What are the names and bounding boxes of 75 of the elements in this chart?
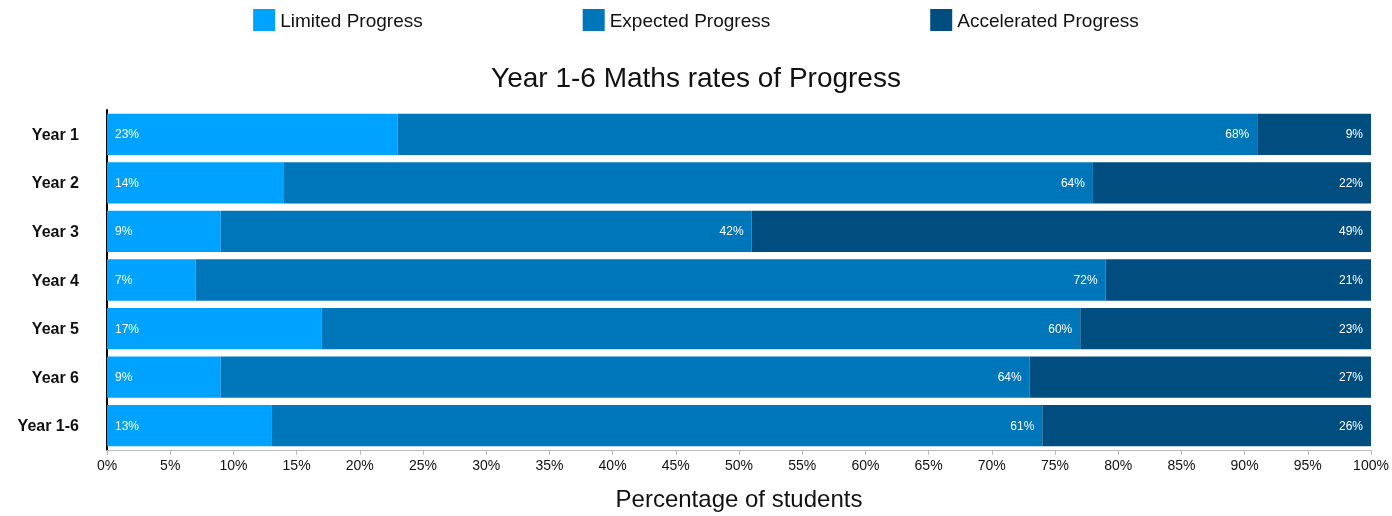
x-tick-label: 65% [914,457,943,473]
x-tick-label: 25% [408,457,438,473]
x-tick-label: 80% [1104,457,1133,473]
bar [107,113,398,155]
data-label: 14% [115,175,140,190]
x-tick-label: 85% [1167,457,1196,473]
data-label: 64% [997,370,1023,385]
bar [283,162,1093,204]
y-tick-label: Year 1-6 [17,417,80,435]
data-label: 68% [1225,127,1250,142]
bar [220,210,752,253]
bar [1042,405,1371,447]
x-tick-label: 20% [345,457,374,473]
x-tick-label: 40% [598,457,627,473]
x-tick-label: 90% [1230,457,1259,473]
y-tick-label: Year 2 [31,174,80,192]
x-tick-label: 50% [724,457,754,473]
x-tick-label: 10% [219,457,248,473]
data-label: 13% [115,418,140,433]
data-label: 72% [1073,273,1098,287]
bar [107,259,196,301]
data-label: 49% [1338,224,1364,239]
bar [1092,162,1371,204]
bar [1029,356,1371,398]
data-label: 23% [115,127,140,142]
data-label: 26% [1338,418,1364,433]
x-tick-label: 45% [661,457,690,473]
x-tick-label: 95% [1293,457,1322,473]
data-label: 22% [1338,175,1364,190]
data-label: 9% [115,224,133,239]
bar [1257,113,1371,155]
y-tick-label: Year 1 [31,125,80,143]
y-tick-label: Year 6 [31,368,80,386]
bar [107,210,221,253]
bar [107,307,322,350]
data-label: 42% [719,224,744,239]
x-tick-label: 75% [1040,457,1070,473]
x-tick-label: 70% [977,457,1006,473]
bar [271,405,1043,447]
data-label: 61% [1010,418,1035,433]
y-tick-label: Year 4 [31,271,80,289]
legend-label: Limited Progress [280,9,423,31]
legend-label: Expected Progress [609,9,771,31]
legend-label: Accelerated Progress [957,9,1139,31]
bar [1080,307,1371,350]
y-tick-label: Year 3 [31,222,80,240]
data-label: 17% [115,321,140,336]
y-tick-label: Year 5 [31,320,80,338]
x-tick-label: 0% [96,457,118,473]
data-label: 64% [1060,175,1086,190]
bar [107,405,272,447]
x-tick-label: 30% [472,457,501,473]
data-label: 23% [1338,321,1364,336]
data-label: 7% [115,273,133,287]
x-tick-label: 60% [851,457,880,473]
bar [1105,259,1371,301]
data-label: 21% [1338,273,1364,287]
chart-title: Year 1-6 Maths rates of Progress [491,61,901,93]
x-tick-label: 35% [535,457,564,473]
x-tick-label: 15% [282,457,311,473]
data-label: 27% [1338,370,1364,385]
bar [195,259,1106,301]
data-label: 60% [1048,321,1073,336]
bar [321,307,1081,350]
bar [397,113,1258,155]
x-tick-label: 100% [1353,457,1389,473]
data-label: 9% [1345,127,1364,142]
bar [107,162,284,204]
bar [220,356,1030,398]
bar [751,210,1371,253]
data-label: 9% [115,370,133,385]
x-tick-label: 5% [160,457,181,473]
bar [107,356,221,398]
x-axis-title: Percentage of students [615,484,863,512]
x-tick-label: 55% [788,457,817,473]
